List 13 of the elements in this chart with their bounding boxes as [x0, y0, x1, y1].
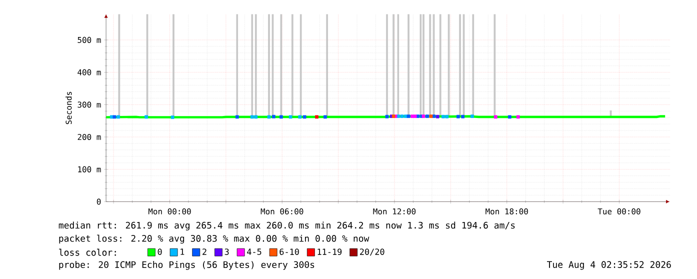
text: probe: 20 ICMP Echo Pings (56 Bytes) every 300s	[59, 261, 314, 270]
legend-label: 2	[202, 248, 206, 256]
legend-label: 4-5	[247, 248, 262, 256]
legend-label: 0	[158, 248, 162, 256]
legend-label: 11-19	[318, 248, 342, 256]
legend-label: 20/20	[360, 248, 384, 256]
legend-title: loss color:	[59, 249, 116, 256]
text: packet loss: 2.20 % avg 30.83 % max 0.00 % min 0.00 % now	[59, 234, 370, 244]
text: Tue Aug 4 02:35:52 2026	[546, 261, 671, 270]
legend-label: 6-10	[280, 248, 299, 256]
legend-label: 1	[180, 248, 184, 255]
legend-label: 3	[224, 248, 229, 256]
text: median rtt: 261.9 ms avg 265.4 ms max 260.0 ms min 264.2 ms now 1.3 ms sd 194.6 am/s	[58, 222, 515, 231]
